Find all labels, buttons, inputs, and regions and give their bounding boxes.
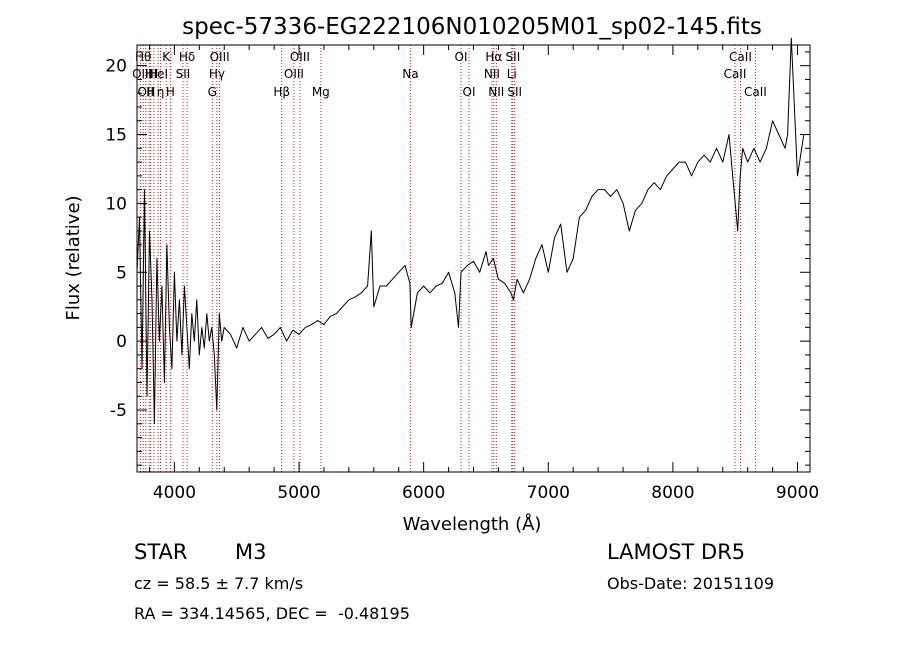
spectral-line-labels: OIIHθOIIHHHHeIηKHSIIHδGHγOIIIHβOIIIOIIIM… (132, 50, 767, 99)
line-marker-label: OII (132, 67, 149, 81)
x-axis-label: Wavelength (Å) (403, 513, 542, 535)
line-marker-label: H (166, 85, 175, 99)
x-tick-label: 8000 (651, 483, 694, 503)
line-marker-label: SII (176, 67, 191, 81)
survey-name: LAMOST DR5 (607, 540, 746, 564)
y-axis: -5 0 5 10 15 20 (105, 51, 810, 466)
object-class: STAR (134, 540, 188, 564)
line-marker-label: SII (507, 85, 522, 99)
x-axis: 4000 5000 6000 7000 8000 9000 (148, 45, 819, 503)
x-tick-label: 5000 (277, 483, 320, 503)
line-marker-label: G (208, 85, 217, 99)
line-marker-label: Hβ (273, 85, 290, 99)
object-subclass: M3 (235, 540, 267, 564)
line-marker-label: CaII (729, 50, 752, 64)
line-marker-label: H (145, 67, 154, 81)
y-tick-label: 0 (116, 332, 127, 352)
spectrum-line (136, 37, 810, 425)
line-marker-label: HeI (148, 67, 168, 81)
line-marker-label: OIII (284, 67, 304, 81)
spectral-line-markers (139, 45, 756, 472)
line-marker-label: OI (455, 50, 468, 64)
line-marker-label: NII (488, 85, 504, 99)
line-marker-label: Mg (312, 85, 330, 99)
x-tick-label: 4000 (153, 483, 196, 503)
x-tick-label: 7000 (527, 483, 570, 503)
line-marker-label: Hδ (179, 50, 195, 64)
line-marker-label: η (157, 85, 165, 99)
observation-date: Obs-Date: 20151109 (607, 574, 775, 593)
line-marker-label: Hα (485, 50, 502, 64)
line-marker-label: Li (507, 67, 517, 81)
coordinates-readout: RA = 334.14565, DEC = -0.48195 (134, 604, 410, 623)
line-marker-label: Hθ (135, 50, 151, 64)
x-tick-label: 6000 (402, 483, 445, 503)
line-marker-label: OII (137, 85, 154, 99)
y-tick-label: 5 (116, 263, 127, 283)
line-marker-label: H (149, 67, 158, 81)
line-marker-label: OI (463, 85, 476, 99)
chart-title: spec-57336-EG222106N010205M01_sp02-145.f… (182, 14, 762, 40)
x-tick-label: 9000 (776, 483, 819, 503)
line-marker-label: Na (402, 67, 418, 81)
line-marker-label: CaII (724, 67, 747, 81)
line-marker-label: NII (484, 67, 500, 81)
line-marker-label: OIII (290, 50, 310, 64)
line-marker-label: SII (506, 50, 521, 64)
y-tick-label: 10 (105, 194, 127, 214)
y-tick-label: -5 (110, 401, 127, 421)
redshift-readout: cz = 58.5 ± 7.7 km/s (134, 574, 304, 593)
line-marker-label: OIII (210, 50, 230, 64)
y-axis-label: Flux (relative) (63, 195, 84, 320)
plot-frame (136, 44, 811, 473)
y-tick-label: 20 (105, 57, 127, 77)
line-marker-label: CaII (744, 85, 767, 99)
line-marker-label: Hγ (209, 67, 225, 81)
line-marker-label: K (162, 50, 171, 64)
y-tick-label: 15 (105, 126, 127, 146)
line-marker-label: H (146, 85, 155, 99)
